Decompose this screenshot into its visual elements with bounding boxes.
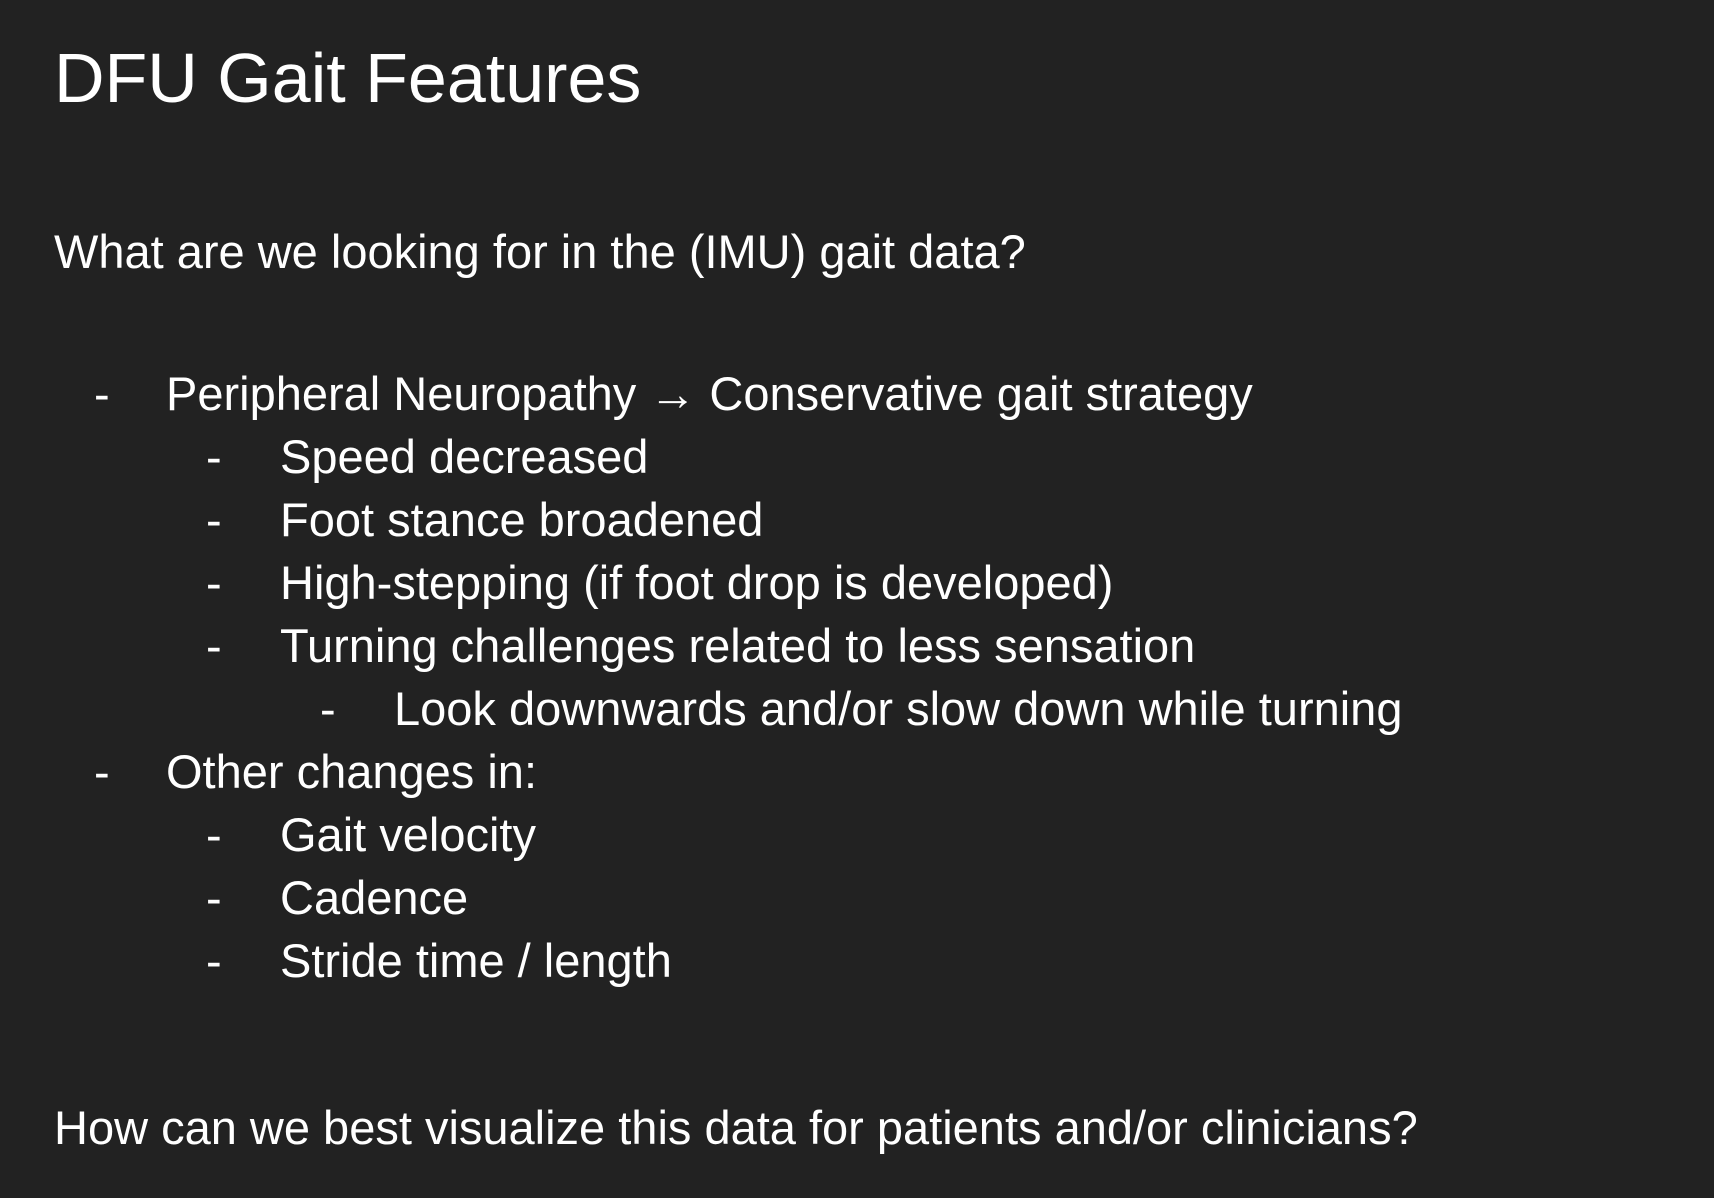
bullet-text: Peripheral Neuropathy → Conservative gai… (166, 367, 1253, 420)
bullet-text: Stride time / length (280, 934, 672, 987)
question-top: What are we looking for in the (IMU) gai… (54, 225, 1026, 278)
bullet-text: Speed decreased (280, 430, 649, 483)
bullet-text: Gait velocity (280, 808, 536, 861)
bullet-text: Other changes in: (166, 745, 537, 798)
bullet-text: Turning challenges related to less sensa… (280, 619, 1196, 672)
bullet-dash: - (206, 556, 222, 609)
bullet-dash: - (320, 682, 336, 735)
bullet-dash: - (206, 619, 222, 672)
bullet-dash: - (206, 493, 222, 546)
bullet-text: Cadence (280, 871, 469, 924)
slide-title: DFU Gait Features (54, 39, 642, 117)
bullet-dash: - (206, 934, 222, 987)
bullet-text: Look downwards and/or slow down while tu… (394, 682, 1403, 735)
bullet-dash: - (206, 871, 222, 924)
question-bottom: How can we best visualize this data for … (54, 1101, 1418, 1154)
bullet-text: Foot stance broadened (280, 493, 764, 546)
bullet-dash: - (206, 430, 222, 483)
bullet-text: High-stepping (if foot drop is developed… (280, 556, 1114, 609)
bullet-dash: - (206, 808, 222, 861)
bullet-dash: - (94, 745, 110, 798)
bullet-dash: - (94, 367, 110, 420)
